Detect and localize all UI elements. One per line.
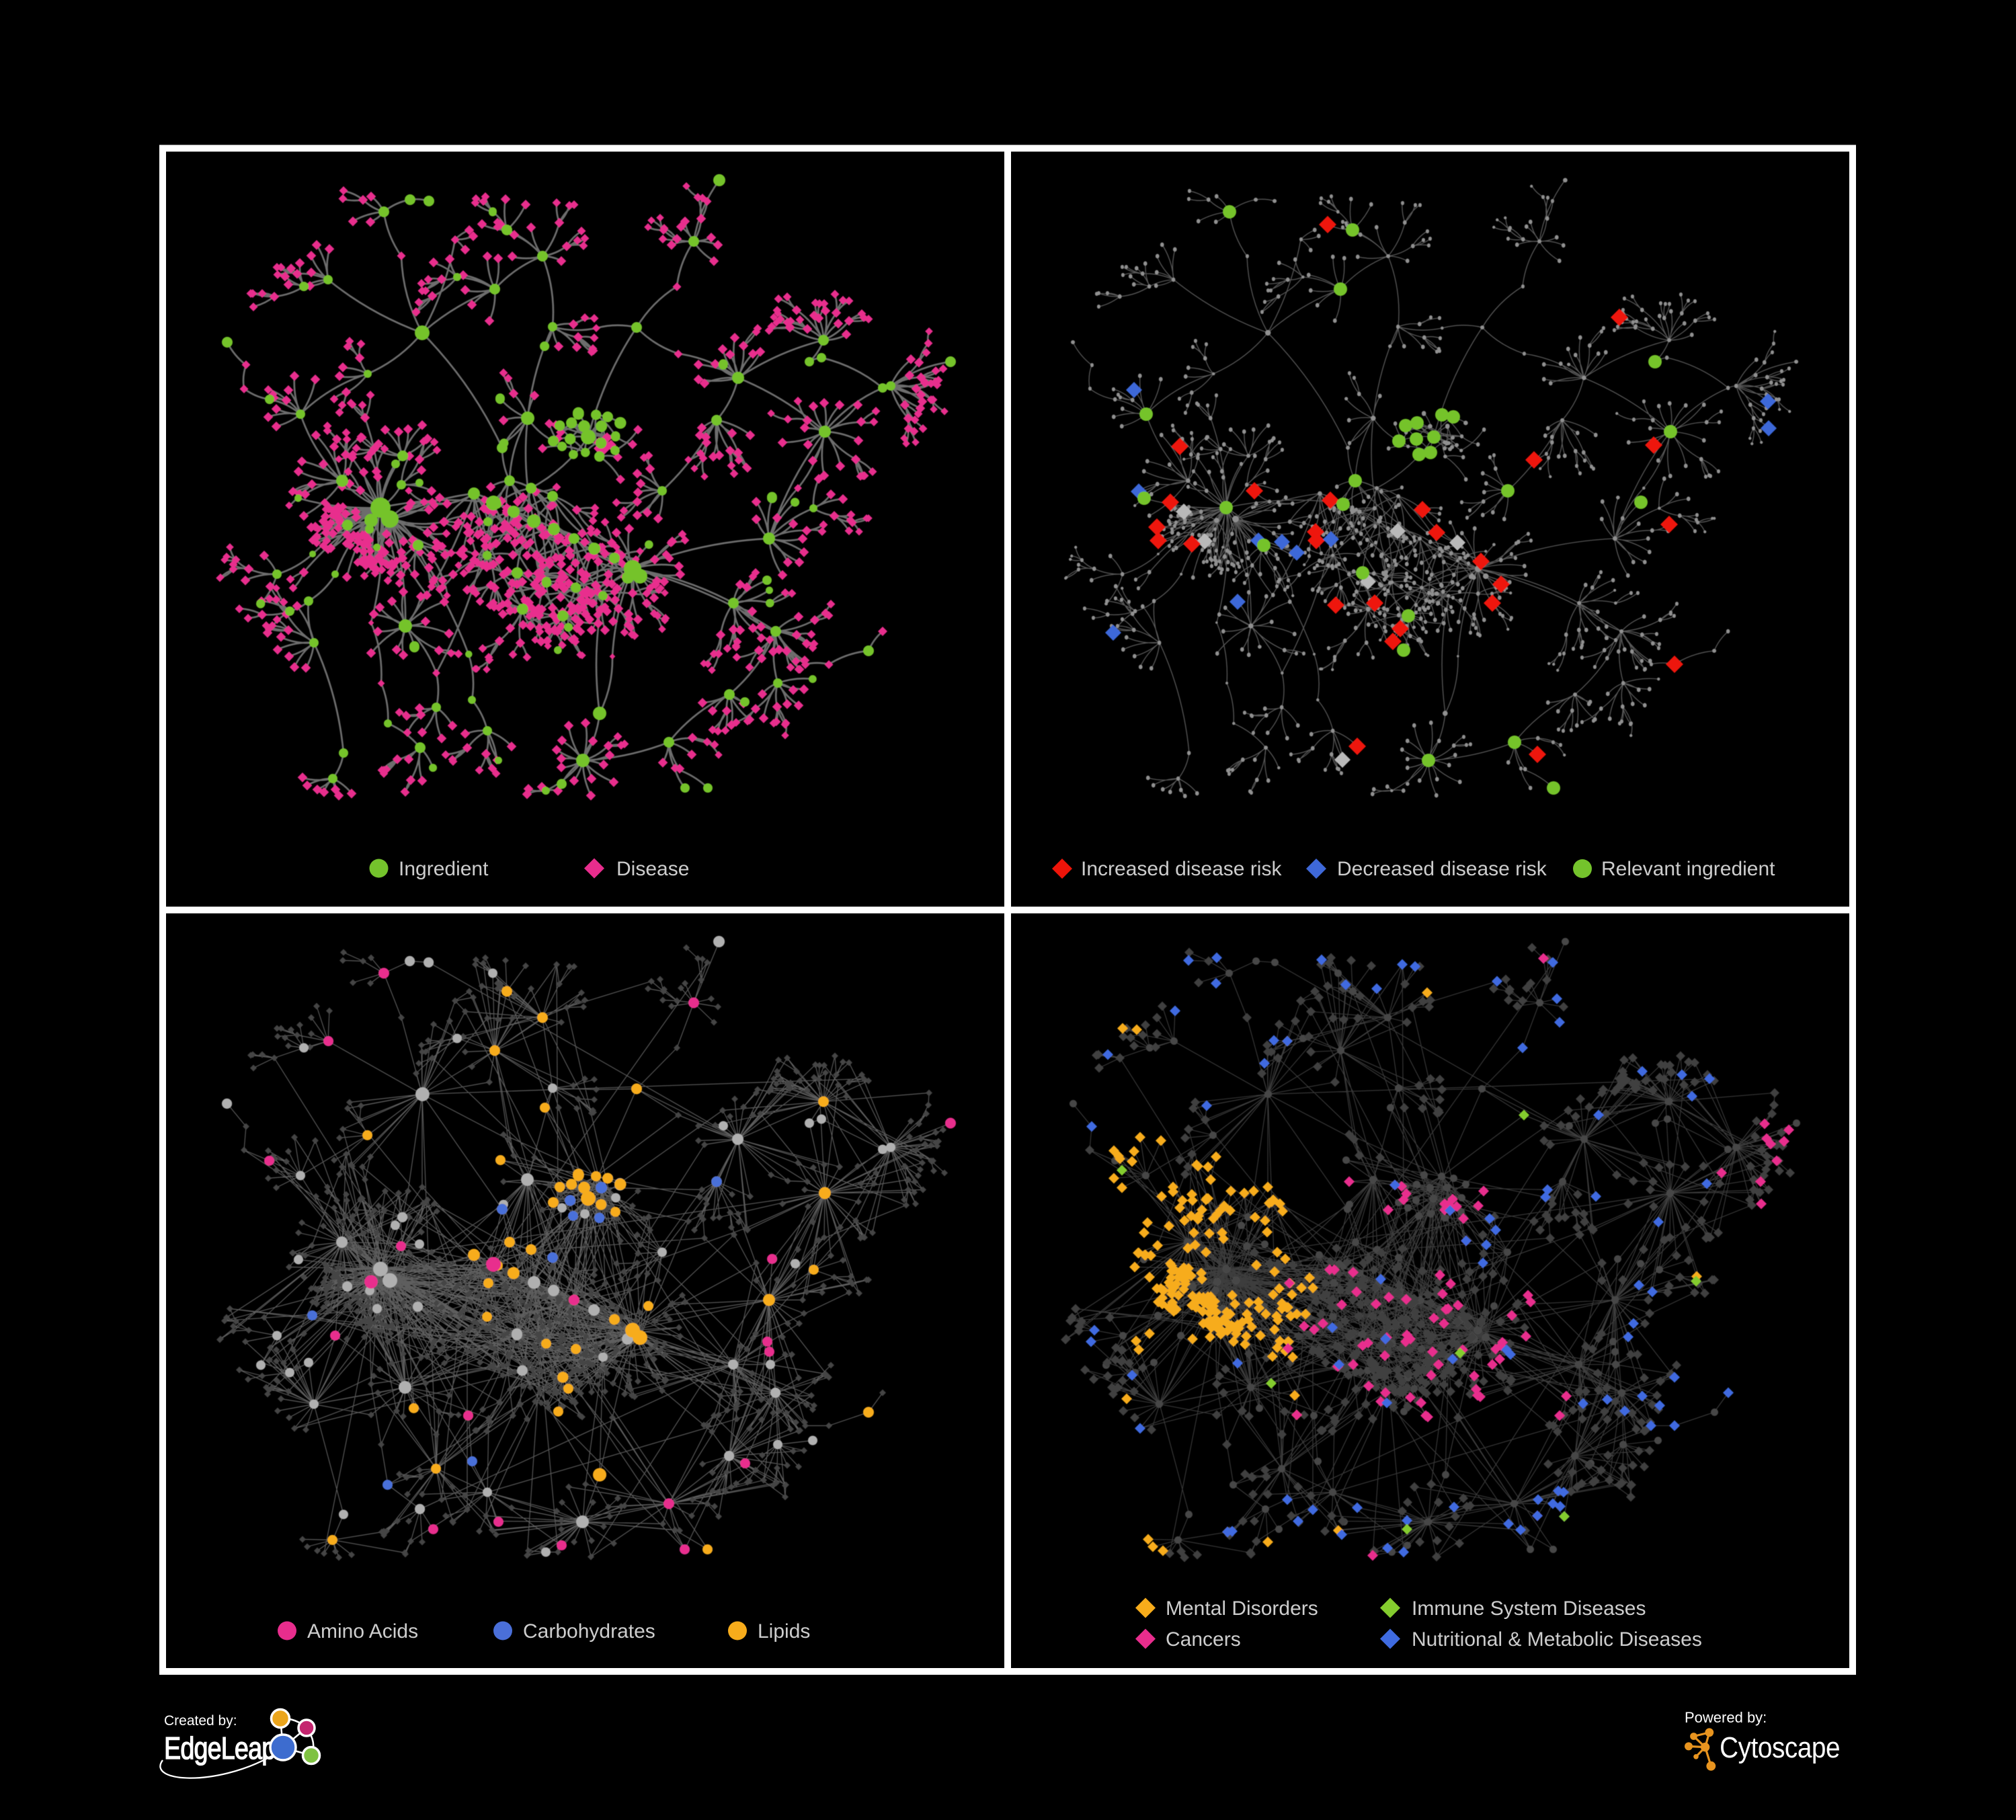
svg-text:Nutritional & Metabolic Diseas: Nutritional & Metabolic Diseases [1412,1628,1702,1651]
svg-text:Disease: Disease [616,858,689,880]
svg-text:Mental Disorders: Mental Disorders [1166,1597,1318,1620]
svg-text:Lipids: Lipids [758,1620,810,1643]
svg-text:Cytoscape: Cytoscape [1720,1731,1840,1764]
svg-text:EdgeLeap: EdgeLeap [164,1731,275,1765]
svg-text:Powered by:: Powered by: [1685,1709,1767,1726]
svg-text:Immune System Diseases: Immune System Diseases [1412,1597,1646,1620]
svg-text:Amino Acids: Amino Acids [307,1620,418,1643]
svg-text:Relevant ingredient: Relevant ingredient [1601,858,1775,880]
svg-text:Increased disease risk: Increased disease risk [1081,858,1282,880]
svg-text:Ingredient: Ingredient [399,858,489,880]
svg-text:Carbohydrates: Carbohydrates [523,1620,655,1643]
svg-text:Cancers: Cancers [1166,1628,1241,1651]
svg-text:Decreased disease risk: Decreased disease risk [1337,858,1547,880]
svg-text:Created by:: Created by: [164,1713,237,1729]
